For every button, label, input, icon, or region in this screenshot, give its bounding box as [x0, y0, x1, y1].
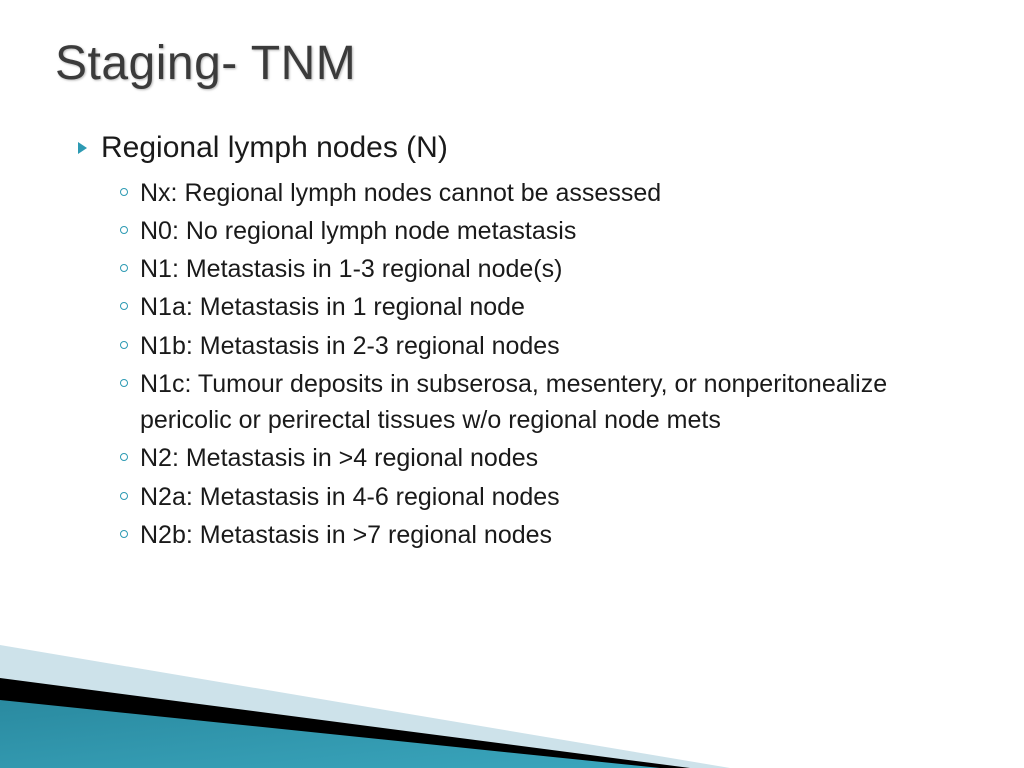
- sub-bullet-text: N1: Metastasis in 1-3 regional node(s): [140, 251, 562, 287]
- sub-bullet-text: Nx: Regional lymph nodes cannot be asses…: [140, 175, 661, 211]
- sub-bullet-item: N1a: Metastasis in 1 regional node: [120, 289, 948, 325]
- sub-bullet-text: N2: Metastasis in >4 regional nodes: [140, 440, 538, 476]
- sub-bullet-item: N2b: Metastasis in >7 regional nodes: [120, 517, 948, 553]
- circle-bullet-icon: [120, 379, 128, 387]
- sub-bullet-list: Nx: Regional lymph nodes cannot be asses…: [120, 175, 948, 554]
- main-bullet-text: Regional lymph nodes (N): [101, 128, 448, 169]
- decor-layer-teal: [0, 700, 660, 768]
- slide: Staging- TNM Regional lymph nodes (N) Nx…: [0, 0, 1024, 768]
- decor-layer-black: [0, 678, 690, 768]
- triangle-bullet-icon: [78, 142, 87, 154]
- circle-bullet-icon: [120, 188, 128, 196]
- sub-bullet-item: N0: No regional lymph node metastasis: [120, 213, 948, 249]
- sub-bullet-item: N1: Metastasis in 1-3 regional node(s): [120, 251, 948, 287]
- main-bullet-item: Regional lymph nodes (N): [78, 128, 948, 169]
- sub-bullet-item: N2: Metastasis in >4 regional nodes: [120, 440, 948, 476]
- sub-bullet-text: N2b: Metastasis in >7 regional nodes: [140, 517, 552, 553]
- circle-bullet-icon: [120, 341, 128, 349]
- content-area: Regional lymph nodes (N) Nx: Regional ly…: [78, 128, 948, 555]
- circle-bullet-icon: [120, 264, 128, 272]
- circle-bullet-icon: [120, 453, 128, 461]
- sub-bullet-text: N0: No regional lymph node metastasis: [140, 213, 576, 249]
- sub-bullet-item: N1b: Metastasis in 2-3 regional nodes: [120, 328, 948, 364]
- sub-bullet-item: N2a: Metastasis in 4-6 regional nodes: [120, 479, 948, 515]
- sub-bullet-text: N1b: Metastasis in 2-3 regional nodes: [140, 328, 560, 364]
- decor-layer-light: [0, 645, 730, 768]
- circle-bullet-icon: [120, 530, 128, 538]
- slide-title: Staging- TNM: [55, 36, 356, 91]
- sub-bullet-item: Nx: Regional lymph nodes cannot be asses…: [120, 175, 948, 211]
- sub-bullet-item: N1c: Tumour deposits in subserosa, mesen…: [120, 366, 948, 439]
- circle-bullet-icon: [120, 492, 128, 500]
- corner-decoration: [0, 598, 1024, 768]
- circle-bullet-icon: [120, 226, 128, 234]
- sub-bullet-text: N1c: Tumour deposits in subserosa, mesen…: [140, 366, 948, 439]
- sub-bullet-text: N2a: Metastasis in 4-6 regional nodes: [140, 479, 560, 515]
- circle-bullet-icon: [120, 302, 128, 310]
- sub-bullet-text: N1a: Metastasis in 1 regional node: [140, 289, 525, 325]
